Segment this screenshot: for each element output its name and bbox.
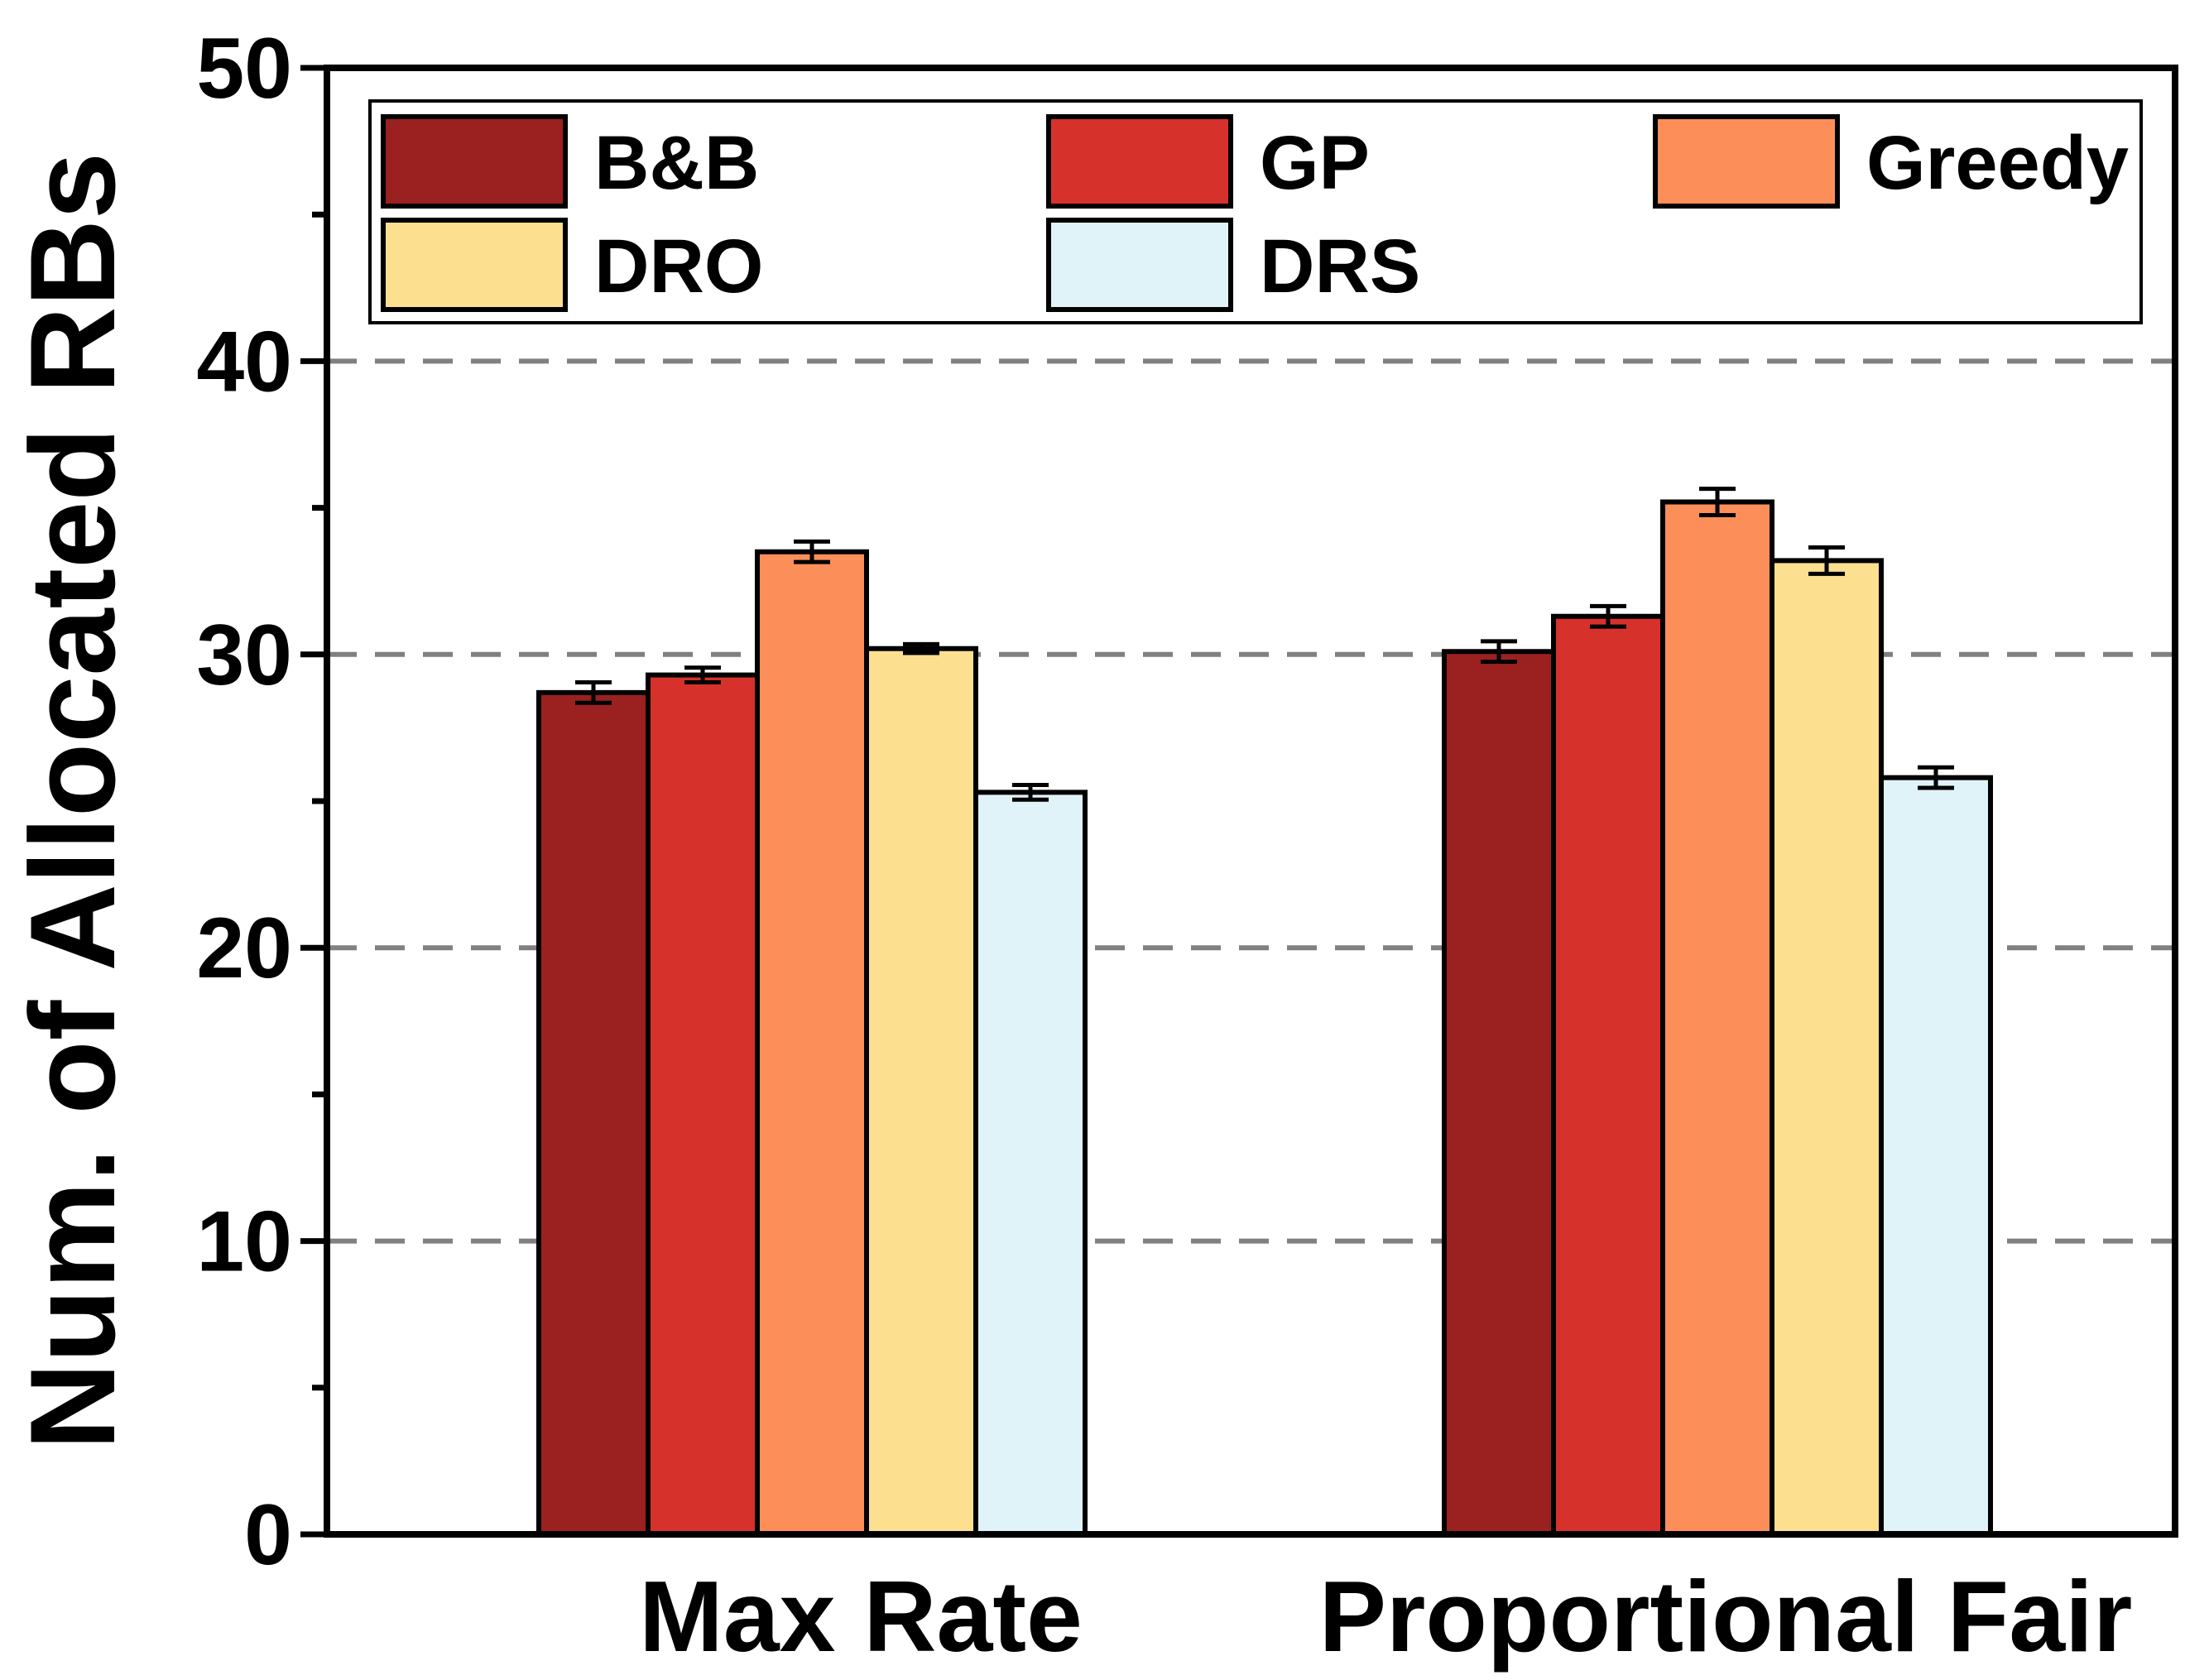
error-bar-dro-0	[903, 641, 939, 655]
legend-swatch	[381, 114, 568, 209]
legend-label: DRO	[594, 224, 763, 309]
error-bar-dro-1	[1808, 545, 1845, 576]
bar-greedy-1	[1660, 499, 1774, 1538]
y-axis-title: Num. of Allocated RBs	[5, 152, 140, 1450]
error-bar-bb-0	[575, 679, 612, 705]
error-bar-drs-0	[1012, 783, 1049, 802]
legend-box	[368, 99, 2143, 324]
legend-item-drs: DRS	[1046, 218, 1420, 312]
legend-item-bb: B&B	[381, 114, 759, 209]
bar-drs-0	[973, 790, 1088, 1537]
legend-label: GP	[1260, 121, 1370, 205]
legend-swatch	[1653, 114, 1840, 209]
error-bar-gp-0	[684, 665, 721, 684]
legend-item-gp: GP	[1046, 114, 1370, 209]
legend-swatch	[381, 218, 568, 312]
y-tick-label-10: 10	[196, 1194, 292, 1290]
legend-label: Greedy	[1866, 121, 2129, 205]
y-tick-label-40: 40	[196, 314, 292, 410]
legend-item-dro: DRO	[381, 218, 763, 312]
y-tick-label-50: 50	[196, 21, 292, 117]
bar-greedy-0	[755, 549, 869, 1537]
y-tick-label-0: 0	[244, 1487, 292, 1583]
legend-item-greedy: Greedy	[1653, 114, 2129, 209]
bars	[536, 487, 1993, 1538]
bar-drs-1	[1879, 775, 1993, 1537]
bar-bb-1	[1442, 649, 1556, 1537]
axes	[300, 65, 2178, 1538]
legend-label: DRS	[1260, 224, 1420, 309]
bar-gp-0	[646, 672, 760, 1537]
legend-swatch	[1046, 218, 1233, 312]
error-bar-greedy-1	[1699, 487, 1736, 517]
error-bar-gp-1	[1590, 603, 1626, 629]
x-category-label-0: Max Rate	[639, 1560, 1083, 1673]
error-bar-drs-1	[1918, 765, 1954, 790]
error-bar-bb-1	[1481, 639, 1517, 665]
legend-label: B&B	[594, 121, 759, 205]
y-tick-label-20: 20	[196, 900, 292, 996]
bar-gp-1	[1551, 613, 1665, 1537]
legend: B&B GP Greedy DRO DRS	[368, 99, 2143, 324]
x-category-label-1: Proportional Fair	[1319, 1560, 2133, 1673]
labels: 0 10 20 30 40 50 Max Rate Proportional Fair Num.…	[5, 21, 2132, 1673]
legend-swatch	[1046, 114, 1233, 209]
bar-bb-0	[536, 689, 651, 1537]
y-tick-label-30: 30	[196, 607, 292, 703]
error-bar-greedy-0	[794, 539, 830, 564]
bar-dro-1	[1770, 558, 1884, 1538]
bar-dro-0	[864, 646, 978, 1537]
